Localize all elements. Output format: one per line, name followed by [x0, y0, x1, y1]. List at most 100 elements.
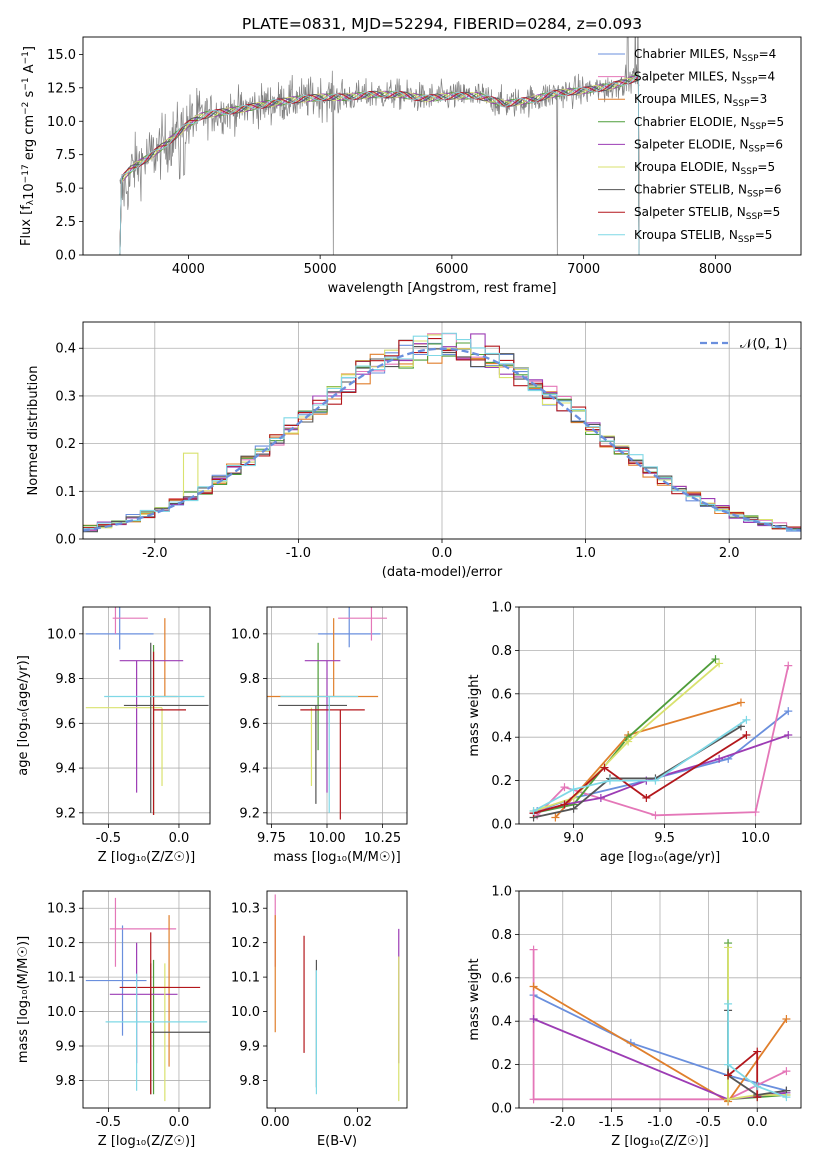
y-tick-label: 10.0	[231, 1005, 260, 1020]
legend-count: =5	[763, 205, 781, 219]
y-tick-label: 0.0	[55, 533, 76, 548]
weight-marker	[529, 982, 538, 991]
legend-entry: Kroupa STELIB, NSSP=5	[634, 228, 772, 245]
y-axis-label: age [log₁₀(age/yr)]	[16, 655, 31, 776]
axes-frame	[518, 890, 802, 1109]
weight-marker	[560, 783, 569, 792]
weight-marker	[782, 1067, 791, 1076]
plot-area-spectrum	[119, 37, 640, 255]
x-tick-label: 10.0	[741, 831, 770, 846]
x-tick-label: -0.5	[696, 1115, 721, 1130]
legend-entry: 𝒩(0, 1)	[740, 337, 787, 352]
x-tick-label: -0.5	[96, 1115, 121, 1130]
weight-marker	[724, 1095, 733, 1104]
legend-count: =6	[765, 137, 783, 151]
x-axis-label: Z [log₁₀(Z/Z☉)]	[98, 1134, 195, 1149]
y-axis-label-part: erg cm	[22, 115, 37, 164]
x-tick-label: 0.0	[169, 831, 190, 846]
y-axis-label: mass weight	[467, 958, 482, 1040]
weight-marker	[529, 945, 538, 954]
legend-subscript: SSP	[741, 167, 758, 177]
weight-marker	[642, 793, 651, 802]
x-tick-label: -0.5	[96, 831, 121, 846]
y-tick-label: 0.0	[55, 249, 76, 264]
x-tick-label: 10.25	[364, 831, 401, 846]
y-tick-label: 10.0	[47, 1005, 76, 1020]
y-tick-label: 7.5	[55, 148, 76, 163]
plot-area-residuals	[83, 332, 801, 533]
x-axis-label: mass [log₁₀(M/M☉)]	[273, 850, 400, 865]
weight-marker	[753, 1082, 762, 1091]
y-tick-label: 10.0	[47, 115, 76, 130]
legend-count: =6	[764, 183, 782, 197]
y-tick-label: 9.8	[239, 672, 260, 687]
grid-age-vs-Z	[83, 607, 210, 824]
y-tick-label: 12.5	[47, 81, 76, 96]
y-tick-label: 10.1	[47, 971, 76, 986]
weight-marker	[600, 763, 609, 772]
legend-count: =5	[755, 228, 773, 242]
grid-age-vs-mass	[267, 607, 407, 824]
x-tick-label: -2.0	[550, 1115, 575, 1130]
axes-frame	[266, 606, 408, 825]
weight-marker	[596, 793, 605, 802]
y-axis-label: mass weight	[467, 674, 482, 756]
y-axis-label-part: Flux [f	[19, 205, 34, 246]
y-axis-label-part: −2	[21, 102, 31, 115]
x-tick-label: -1.5	[599, 1115, 624, 1130]
y-tick-label: 9.2	[55, 806, 76, 821]
y-tick-label: 0.3	[55, 389, 76, 404]
y-tick-label: 5.0	[55, 182, 76, 197]
y-tick-label: 1.0	[491, 885, 512, 900]
legend: 𝒩(0, 1)	[700, 337, 787, 352]
x-tick-label: 6000	[435, 262, 468, 277]
x-axis-label: E(B-V)	[317, 1134, 357, 1149]
weight-marker	[715, 754, 724, 763]
histogram-step	[83, 332, 801, 531]
weight-marker	[529, 1015, 538, 1024]
y-tick-label: 9.2	[239, 806, 260, 821]
weight-marker	[605, 776, 614, 785]
legend-count: =3	[750, 92, 768, 106]
weight-marker	[624, 737, 633, 746]
weight-marker	[529, 1095, 538, 1104]
weight-marker	[651, 776, 660, 785]
y-tick-label: 0.0	[491, 818, 512, 833]
x-axis-label: Z [log₁₀(Z/Z☉)]	[611, 1134, 708, 1149]
legend-count: =4	[759, 47, 777, 61]
plot-area-mass-vs-EBV	[274, 894, 400, 1102]
x-tick-label: -1.0	[286, 546, 311, 561]
observed-spectrum	[119, 37, 640, 255]
weight-marker	[742, 731, 751, 740]
x-tick-label: 8000	[699, 262, 732, 277]
x-tick-label: 0.00	[261, 1115, 290, 1130]
grid-weight-vs-Z	[519, 890, 801, 1109]
model-spectrum-line	[119, 75, 640, 255]
legend-subscript: SSP	[738, 235, 755, 245]
x-tick-label: 9.0	[563, 831, 584, 846]
y-axis-label-part: −1	[21, 51, 31, 64]
x-tick-label: 0.0	[169, 1115, 190, 1130]
x-axis-label: Z [log₁₀(Z/Z☉)]	[98, 850, 195, 865]
y-tick-label: 0.4	[491, 731, 512, 746]
legend-subscript: SSP	[750, 122, 767, 132]
y-tick-label: 9.9	[55, 1040, 76, 1055]
y-axis-label-part: 10	[22, 183, 37, 200]
y-tick-label: 0.1	[55, 485, 76, 500]
x-tick-label: 0.0	[432, 546, 453, 561]
weight-marker	[784, 707, 793, 716]
x-axis-label: wavelength [Angstrom, rest frame]	[328, 281, 557, 296]
legend-subscript: SSP	[748, 144, 765, 154]
model-spectrum-line	[119, 79, 640, 255]
y-tick-label: 9.8	[55, 672, 76, 687]
plot-area-weight-vs-age	[529, 655, 793, 822]
grid-mass-vs-Z	[83, 891, 210, 1108]
weight-marker	[782, 1093, 791, 1102]
y-axis-label: Flux [fλ10−17 erg cm−2 s−1 A−1]	[19, 46, 37, 246]
x-tick-label: 1.0	[575, 546, 596, 561]
legend-entry: Salpeter STELIB, NSSP=5	[634, 205, 780, 222]
weight-marker	[751, 808, 760, 817]
plot-area-mass-vs-Z	[85, 897, 210, 1102]
y-tick-label: 9.6	[55, 717, 76, 732]
